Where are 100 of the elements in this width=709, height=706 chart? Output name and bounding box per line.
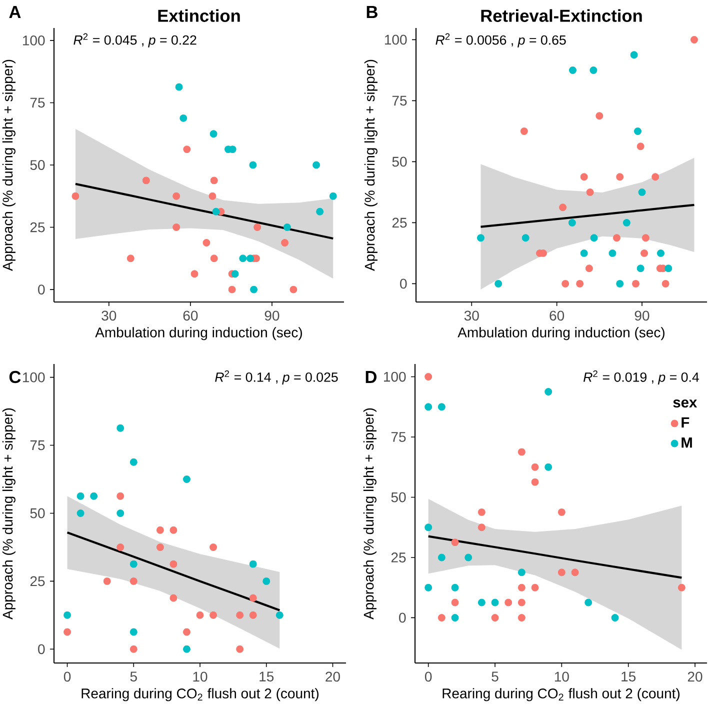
y-axis-title: Approach (% during light + sipper) bbox=[2, 60, 16, 272]
point bbox=[438, 614, 446, 622]
y-tick-label: 100 bbox=[23, 36, 45, 46]
point bbox=[276, 611, 284, 619]
legend-title: sex bbox=[673, 400, 698, 408]
point bbox=[664, 264, 672, 272]
point bbox=[656, 249, 664, 257]
point bbox=[531, 463, 539, 471]
y-tick-label: 25 bbox=[30, 222, 45, 232]
point bbox=[491, 598, 499, 606]
point bbox=[544, 388, 552, 396]
point bbox=[76, 509, 84, 517]
point bbox=[72, 192, 80, 200]
point bbox=[586, 188, 594, 196]
point bbox=[544, 463, 552, 471]
point bbox=[518, 614, 526, 622]
point bbox=[210, 611, 218, 619]
point bbox=[478, 598, 486, 606]
point bbox=[281, 238, 288, 246]
line-series bbox=[480, 204, 696, 228]
point bbox=[652, 173, 660, 181]
point bbox=[558, 568, 566, 576]
point bbox=[424, 403, 432, 411]
point bbox=[236, 645, 244, 653]
y-tick-label: 100 bbox=[384, 372, 406, 382]
point bbox=[249, 161, 257, 169]
point bbox=[250, 286, 258, 294]
point bbox=[254, 224, 262, 232]
point bbox=[228, 286, 236, 294]
point bbox=[568, 66, 576, 74]
y-tick-label: 0 bbox=[38, 644, 45, 654]
point bbox=[130, 645, 138, 653]
text: D bbox=[366, 371, 377, 383]
point bbox=[249, 560, 257, 568]
point bbox=[438, 403, 446, 411]
point bbox=[212, 208, 220, 216]
point bbox=[640, 249, 648, 257]
point bbox=[175, 83, 183, 91]
x-tick-label: 30 bbox=[102, 310, 116, 321]
point bbox=[518, 568, 526, 576]
y-tick-label: 50 bbox=[392, 156, 407, 167]
text: B bbox=[366, 6, 378, 18]
point bbox=[156, 543, 164, 551]
point bbox=[562, 280, 570, 288]
point bbox=[559, 204, 567, 212]
point bbox=[531, 478, 539, 486]
y-tick-label: 25 bbox=[391, 552, 406, 562]
point bbox=[611, 614, 619, 622]
point bbox=[518, 584, 526, 592]
point bbox=[130, 628, 138, 636]
point bbox=[642, 234, 650, 242]
y-tick-label: 75 bbox=[392, 96, 407, 106]
point bbox=[636, 264, 644, 272]
point bbox=[451, 584, 459, 592]
line-series bbox=[74, 182, 334, 240]
point bbox=[196, 611, 204, 619]
x-tick-label: 60 bbox=[550, 310, 564, 321]
point bbox=[239, 254, 247, 262]
y-tick-label: 0 bbox=[400, 278, 407, 289]
point bbox=[638, 188, 646, 196]
x-axis-title: Rearing during CO$_{2}$ flush out 2 (count) bbox=[442, 688, 680, 702]
point bbox=[451, 614, 459, 622]
point bbox=[76, 492, 84, 500]
point bbox=[451, 598, 459, 606]
point bbox=[571, 568, 579, 576]
point bbox=[172, 224, 180, 232]
y-tick-label: 0 bbox=[399, 612, 406, 623]
annotation: R$^{2}$ = 0.0056 , p = 0.65 bbox=[436, 33, 566, 48]
point bbox=[236, 611, 244, 619]
point bbox=[522, 234, 530, 242]
y-tick-label: 50 bbox=[30, 160, 45, 170]
chart-title: Retrieval-Extinction bbox=[481, 9, 642, 22]
point bbox=[262, 577, 270, 585]
point bbox=[584, 598, 592, 606]
point bbox=[630, 51, 638, 59]
y-tick-label: 0 bbox=[38, 284, 45, 295]
point bbox=[580, 173, 588, 181]
point bbox=[612, 234, 620, 242]
point bbox=[64, 611, 72, 619]
point bbox=[130, 560, 138, 568]
point bbox=[478, 524, 486, 532]
point bbox=[329, 192, 337, 200]
text: A bbox=[9, 6, 21, 18]
point bbox=[596, 112, 604, 120]
point bbox=[170, 594, 178, 602]
point bbox=[103, 577, 111, 585]
x-tick-label: 20 bbox=[688, 672, 702, 682]
y-tick-label: 50 bbox=[30, 508, 45, 518]
y-tick-label: 100 bbox=[385, 34, 407, 45]
x-axis-title: Ambulation during induction (sec) bbox=[95, 327, 302, 340]
x-axis-title: Ambulation during induction (sec) bbox=[458, 327, 664, 340]
point bbox=[580, 249, 588, 257]
x-tick-label: 60 bbox=[183, 310, 198, 321]
point bbox=[116, 509, 124, 517]
y-axis-title: Approach (% during light + sipper) bbox=[364, 60, 378, 272]
y-tick-label: 100 bbox=[23, 372, 45, 382]
point bbox=[518, 598, 526, 606]
chart-title: Extinction bbox=[158, 9, 240, 22]
y-tick-label: 25 bbox=[30, 576, 45, 586]
point bbox=[424, 373, 432, 381]
